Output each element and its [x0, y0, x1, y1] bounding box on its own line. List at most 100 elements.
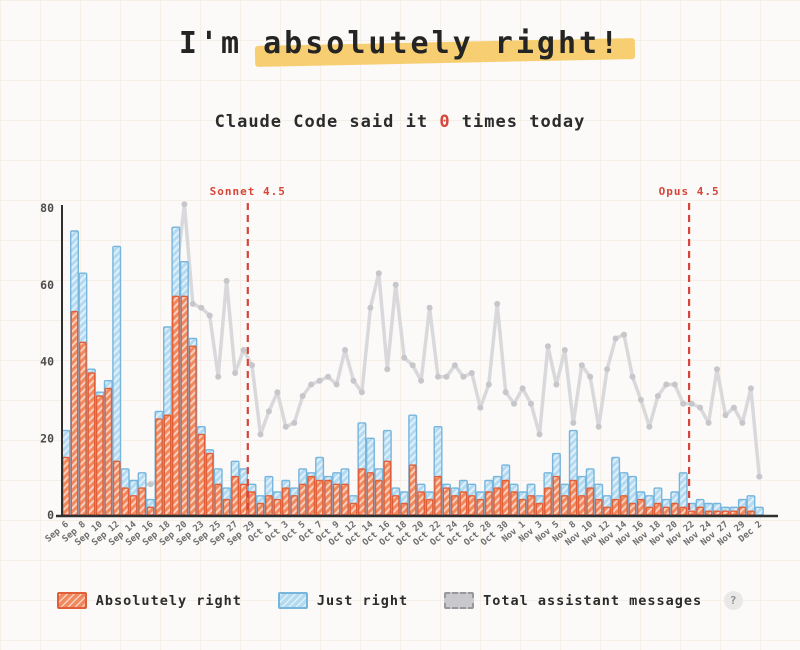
total-point — [435, 373, 441, 380]
y-tick-label: 20 — [40, 431, 54, 445]
y-tick-label: 80 — [40, 201, 54, 215]
absolutely-right-bar — [315, 479, 324, 516]
absolutely-right-bar — [307, 475, 316, 516]
total-point — [189, 300, 196, 307]
absolutely-right-bar — [112, 460, 121, 516]
absolutely-right-bar — [535, 502, 544, 516]
total-point — [705, 419, 712, 426]
absolutely-right-bar — [628, 502, 637, 516]
annotation-label: Sonnet 4.5 — [210, 185, 286, 198]
absolutely-right-bar — [637, 498, 645, 516]
total-point — [663, 381, 670, 388]
absolutely-right-bar — [408, 464, 417, 516]
total-point — [494, 300, 501, 307]
absolutely-right-bar — [358, 468, 366, 516]
absolutely-right-bar — [265, 495, 273, 516]
absolutely-right-bar — [62, 456, 70, 516]
absolutely-right-bar — [476, 498, 485, 516]
legend-item-just-right: Just right — [277, 592, 409, 609]
absolutely-right-bar — [205, 452, 214, 516]
legend-label-total-messages: Total assistant messages — [483, 592, 703, 609]
total-point — [451, 362, 458, 369]
total-point — [637, 396, 644, 403]
total-point — [680, 400, 687, 407]
absolutely-right-bar — [721, 510, 730, 516]
absolutely-right-bar — [324, 479, 332, 516]
absolutely-right-bar — [138, 487, 146, 516]
legend-label-just-right: Just right — [316, 592, 409, 609]
y-tick-label: 40 — [40, 355, 54, 369]
absolutely-right-bar — [95, 395, 104, 516]
absolutely-right-bar — [129, 495, 138, 516]
absolutely-right-bar — [290, 495, 299, 516]
total-point — [536, 431, 543, 438]
absolutely-right-bar — [104, 387, 113, 516]
total-point — [511, 400, 518, 407]
annotation-label: Opus 4.5 — [659, 185, 720, 198]
total-point — [561, 347, 568, 353]
total-point — [646, 423, 653, 430]
absolutely-right-bar — [434, 475, 442, 516]
absolutely-right-bar — [442, 487, 451, 516]
total-point — [595, 423, 602, 430]
absolutely-right-bar — [180, 295, 189, 516]
total-point — [570, 419, 577, 426]
total-point — [714, 366, 720, 373]
absolutely-right-bar — [484, 491, 493, 516]
total-point — [240, 347, 247, 353]
absolutely-right-bar — [366, 472, 375, 516]
absolutely-right-bar — [527, 495, 535, 516]
total-point — [265, 408, 272, 415]
absolutely-right-bar — [273, 498, 282, 516]
absolutely-right-bar — [459, 491, 468, 516]
total-point — [401, 354, 408, 361]
total-point — [147, 481, 154, 488]
absolutely-right-swatch-icon — [56, 592, 87, 609]
absolutely-right-bar — [78, 341, 87, 516]
total-point — [308, 381, 315, 388]
absolutely-right-bar — [298, 483, 307, 516]
total-point — [215, 373, 222, 380]
total-point — [223, 277, 230, 284]
total-point — [232, 370, 239, 376]
total-point — [274, 389, 281, 396]
title-highlight: absolutely right! — [263, 26, 622, 61]
total-point — [654, 393, 661, 399]
absolutely-right-bar — [214, 483, 223, 516]
absolutely-right-bar — [171, 295, 180, 516]
absolutely-right-bar — [155, 418, 163, 516]
absolutely-right-bar — [383, 460, 392, 516]
total-point — [621, 331, 627, 338]
legend-item-absolutely-right: Absolutely right — [56, 592, 242, 609]
page-subtitle: Claude Code said it 0 times today — [0, 112, 800, 132]
total-point — [316, 377, 323, 384]
legend-item-total-messages: Total assistant messages — [444, 592, 702, 609]
absolutely-right-bar — [653, 502, 662, 516]
total-point — [181, 201, 188, 208]
total-point — [282, 423, 289, 430]
total-point — [342, 347, 348, 353]
total-point — [257, 431, 264, 438]
total-point — [443, 373, 450, 380]
total-point — [418, 377, 425, 384]
total-point — [375, 270, 382, 277]
absolutely-right-bar — [248, 491, 256, 516]
absolutely-right-bar — [197, 433, 206, 516]
absolutely-right-bar — [121, 487, 130, 516]
help-icon[interactable]: ? — [724, 591, 744, 610]
absolutely-right-bar — [603, 506, 612, 516]
absolutely-right-bar — [374, 479, 383, 516]
absolutely-right-bar — [87, 372, 96, 516]
just-right-bar — [754, 506, 764, 516]
total-point — [409, 362, 416, 369]
total-point — [468, 370, 475, 376]
total-point — [528, 400, 534, 407]
total-point — [671, 381, 678, 388]
absolutely-right-bar — [569, 479, 578, 516]
total-point — [392, 281, 399, 288]
total-point — [198, 304, 205, 311]
total-point — [587, 373, 594, 380]
total-point — [747, 385, 754, 392]
